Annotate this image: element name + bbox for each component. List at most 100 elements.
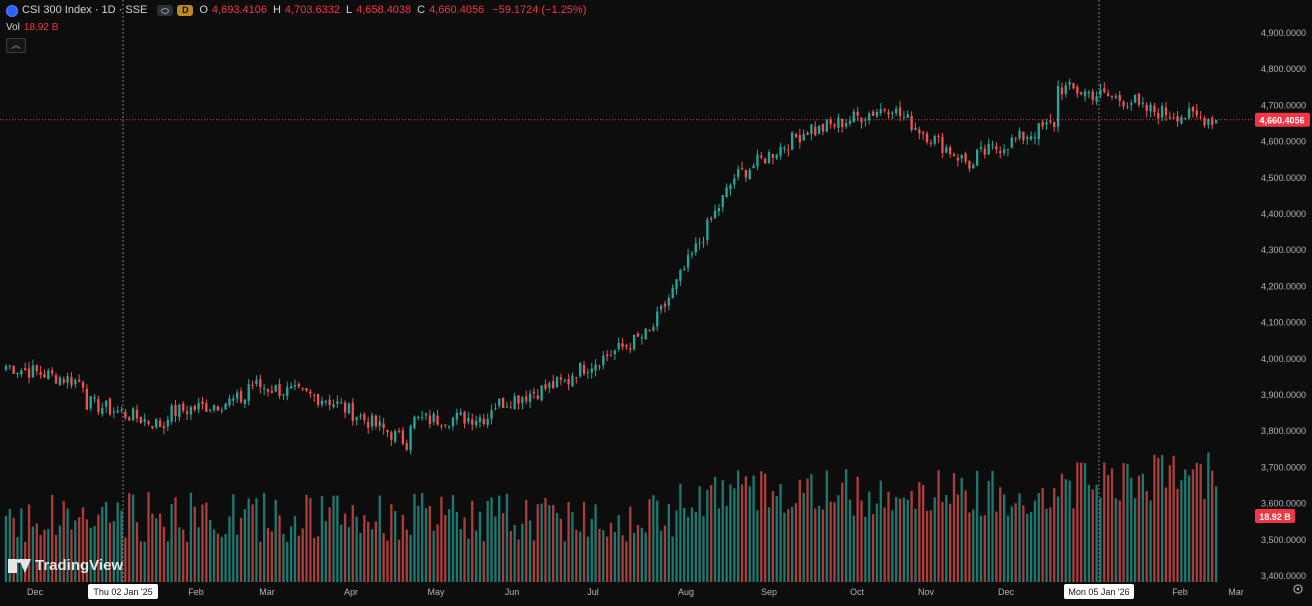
- candle-body: [563, 379, 566, 381]
- volume-bar: [729, 484, 732, 582]
- volume-bar: [952, 473, 956, 582]
- candle-body: [278, 383, 281, 396]
- volume-bar: [1026, 513, 1029, 582]
- candle-body: [590, 368, 593, 373]
- volume-bar: [370, 529, 374, 582]
- candle-body: [255, 380, 258, 385]
- price-axis[interactable]: 4,900.0000 4,800.0000 4,700.0000 4,600.0000…: [1255, 28, 1310, 581]
- candle-body: [525, 396, 528, 401]
- volume-bar: [764, 473, 767, 582]
- volume-bar: [1184, 469, 1187, 582]
- volume-bar: [690, 507, 694, 582]
- x-tick-label: Mar: [1228, 587, 1244, 597]
- candle-body: [1149, 104, 1152, 112]
- candle-body: [733, 178, 736, 185]
- volume-bar: [120, 510, 123, 582]
- volume-bar: [386, 540, 389, 582]
- candle-body: [787, 149, 790, 151]
- crosshair-lines: [0, 0, 1252, 582]
- candle-body: [868, 113, 871, 121]
- candle-body: [162, 426, 166, 429]
- candle-body: [316, 394, 320, 405]
- candle-body: [644, 328, 647, 340]
- volume-bar: [1002, 494, 1006, 582]
- x-tick-label: Nov: [918, 587, 935, 597]
- volume-bar: [47, 529, 50, 582]
- volume-bar: [875, 503, 879, 582]
- symbol-title[interactable]: CSI 300 Index · 1D · SSE: [22, 4, 148, 16]
- volume-bar: [1091, 489, 1094, 582]
- candle-body: [910, 115, 913, 130]
- candle-body: [166, 419, 169, 427]
- volume-bar: [629, 506, 632, 582]
- volume-bar: [128, 493, 131, 582]
- candles: [4, 78, 1218, 455]
- candle-body: [1187, 108, 1191, 119]
- volume-bar: [282, 533, 285, 582]
- volume-bar: [451, 495, 455, 582]
- volume-bar: [694, 511, 697, 582]
- time-axis[interactable]: Dec Thu 02 Jan '25 Feb Mar Apr May Jun Jul Aug Se…: [27, 584, 1244, 599]
- candle-body: [752, 165, 755, 169]
- chevron-up-icon[interactable]: ︿: [6, 38, 26, 53]
- volume-bar: [8, 508, 11, 582]
- gear-icon[interactable]: [1292, 583, 1304, 595]
- volume-bar: [417, 505, 420, 582]
- high-key: H: [272, 4, 281, 16]
- x-tick-label: Jul: [587, 587, 599, 597]
- symbol-legend[interactable]: CSI 300 Index · 1D · SSE D O 4,693.4106 H…: [6, 4, 586, 17]
- candle-body: [54, 375, 58, 384]
- candle-body: [486, 419, 489, 426]
- x-tick-label: Dec: [27, 587, 44, 597]
- volume-bar: [821, 509, 825, 582]
- candle-body: [428, 415, 432, 424]
- volume-bar: [174, 497, 177, 582]
- candle-body: [1199, 116, 1202, 118]
- x-tick-label: May: [427, 587, 445, 597]
- volume-bar: [725, 505, 728, 582]
- candle-body: [51, 370, 54, 374]
- eye-icon[interactable]: [157, 5, 174, 16]
- candle-body: [775, 154, 778, 159]
- candle-body: [20, 370, 23, 375]
- volume-bar: [656, 500, 659, 582]
- candle-body: [108, 398, 112, 415]
- volume-bar: [659, 530, 663, 582]
- candle-body: [725, 187, 728, 198]
- volume-bar: [536, 504, 539, 582]
- volume-bar: [879, 480, 882, 582]
- candle-body: [756, 154, 759, 167]
- candle-body: [652, 326, 655, 331]
- candle-body: [555, 377, 559, 388]
- candle-body: [417, 416, 420, 418]
- volume-bar: [1118, 500, 1121, 582]
- candle-body: [983, 148, 986, 155]
- candle-body: [359, 415, 362, 417]
- candle-body: [266, 389, 270, 392]
- candle-body: [12, 365, 15, 374]
- volume-bar: [355, 516, 358, 582]
- volume-bar: [158, 513, 162, 582]
- volume-bar: [1064, 479, 1067, 582]
- data-badge[interactable]: D: [177, 5, 194, 16]
- volume-bar: [1083, 463, 1087, 582]
- candle-body: [286, 387, 289, 396]
- candle-body: [305, 388, 308, 391]
- volume-bar: [528, 520, 532, 582]
- candle-body: [247, 384, 250, 401]
- candle-body: [702, 241, 705, 243]
- volume-bar: [686, 516, 690, 582]
- candle-body: [4, 366, 8, 370]
- x-tick-label: Dec: [998, 587, 1015, 597]
- candle-body: [929, 142, 933, 144]
- y-tick-label: 3,600.0000: [1261, 499, 1306, 509]
- volume-legend[interactable]: Vol 18.92 B: [6, 22, 58, 33]
- volume-bar: [1033, 500, 1037, 582]
- volume-bar: [837, 495, 840, 582]
- candle-body: [189, 407, 193, 415]
- candle-body: [767, 152, 771, 164]
- volume-bar: [1214, 486, 1218, 582]
- candle-body: [386, 429, 389, 433]
